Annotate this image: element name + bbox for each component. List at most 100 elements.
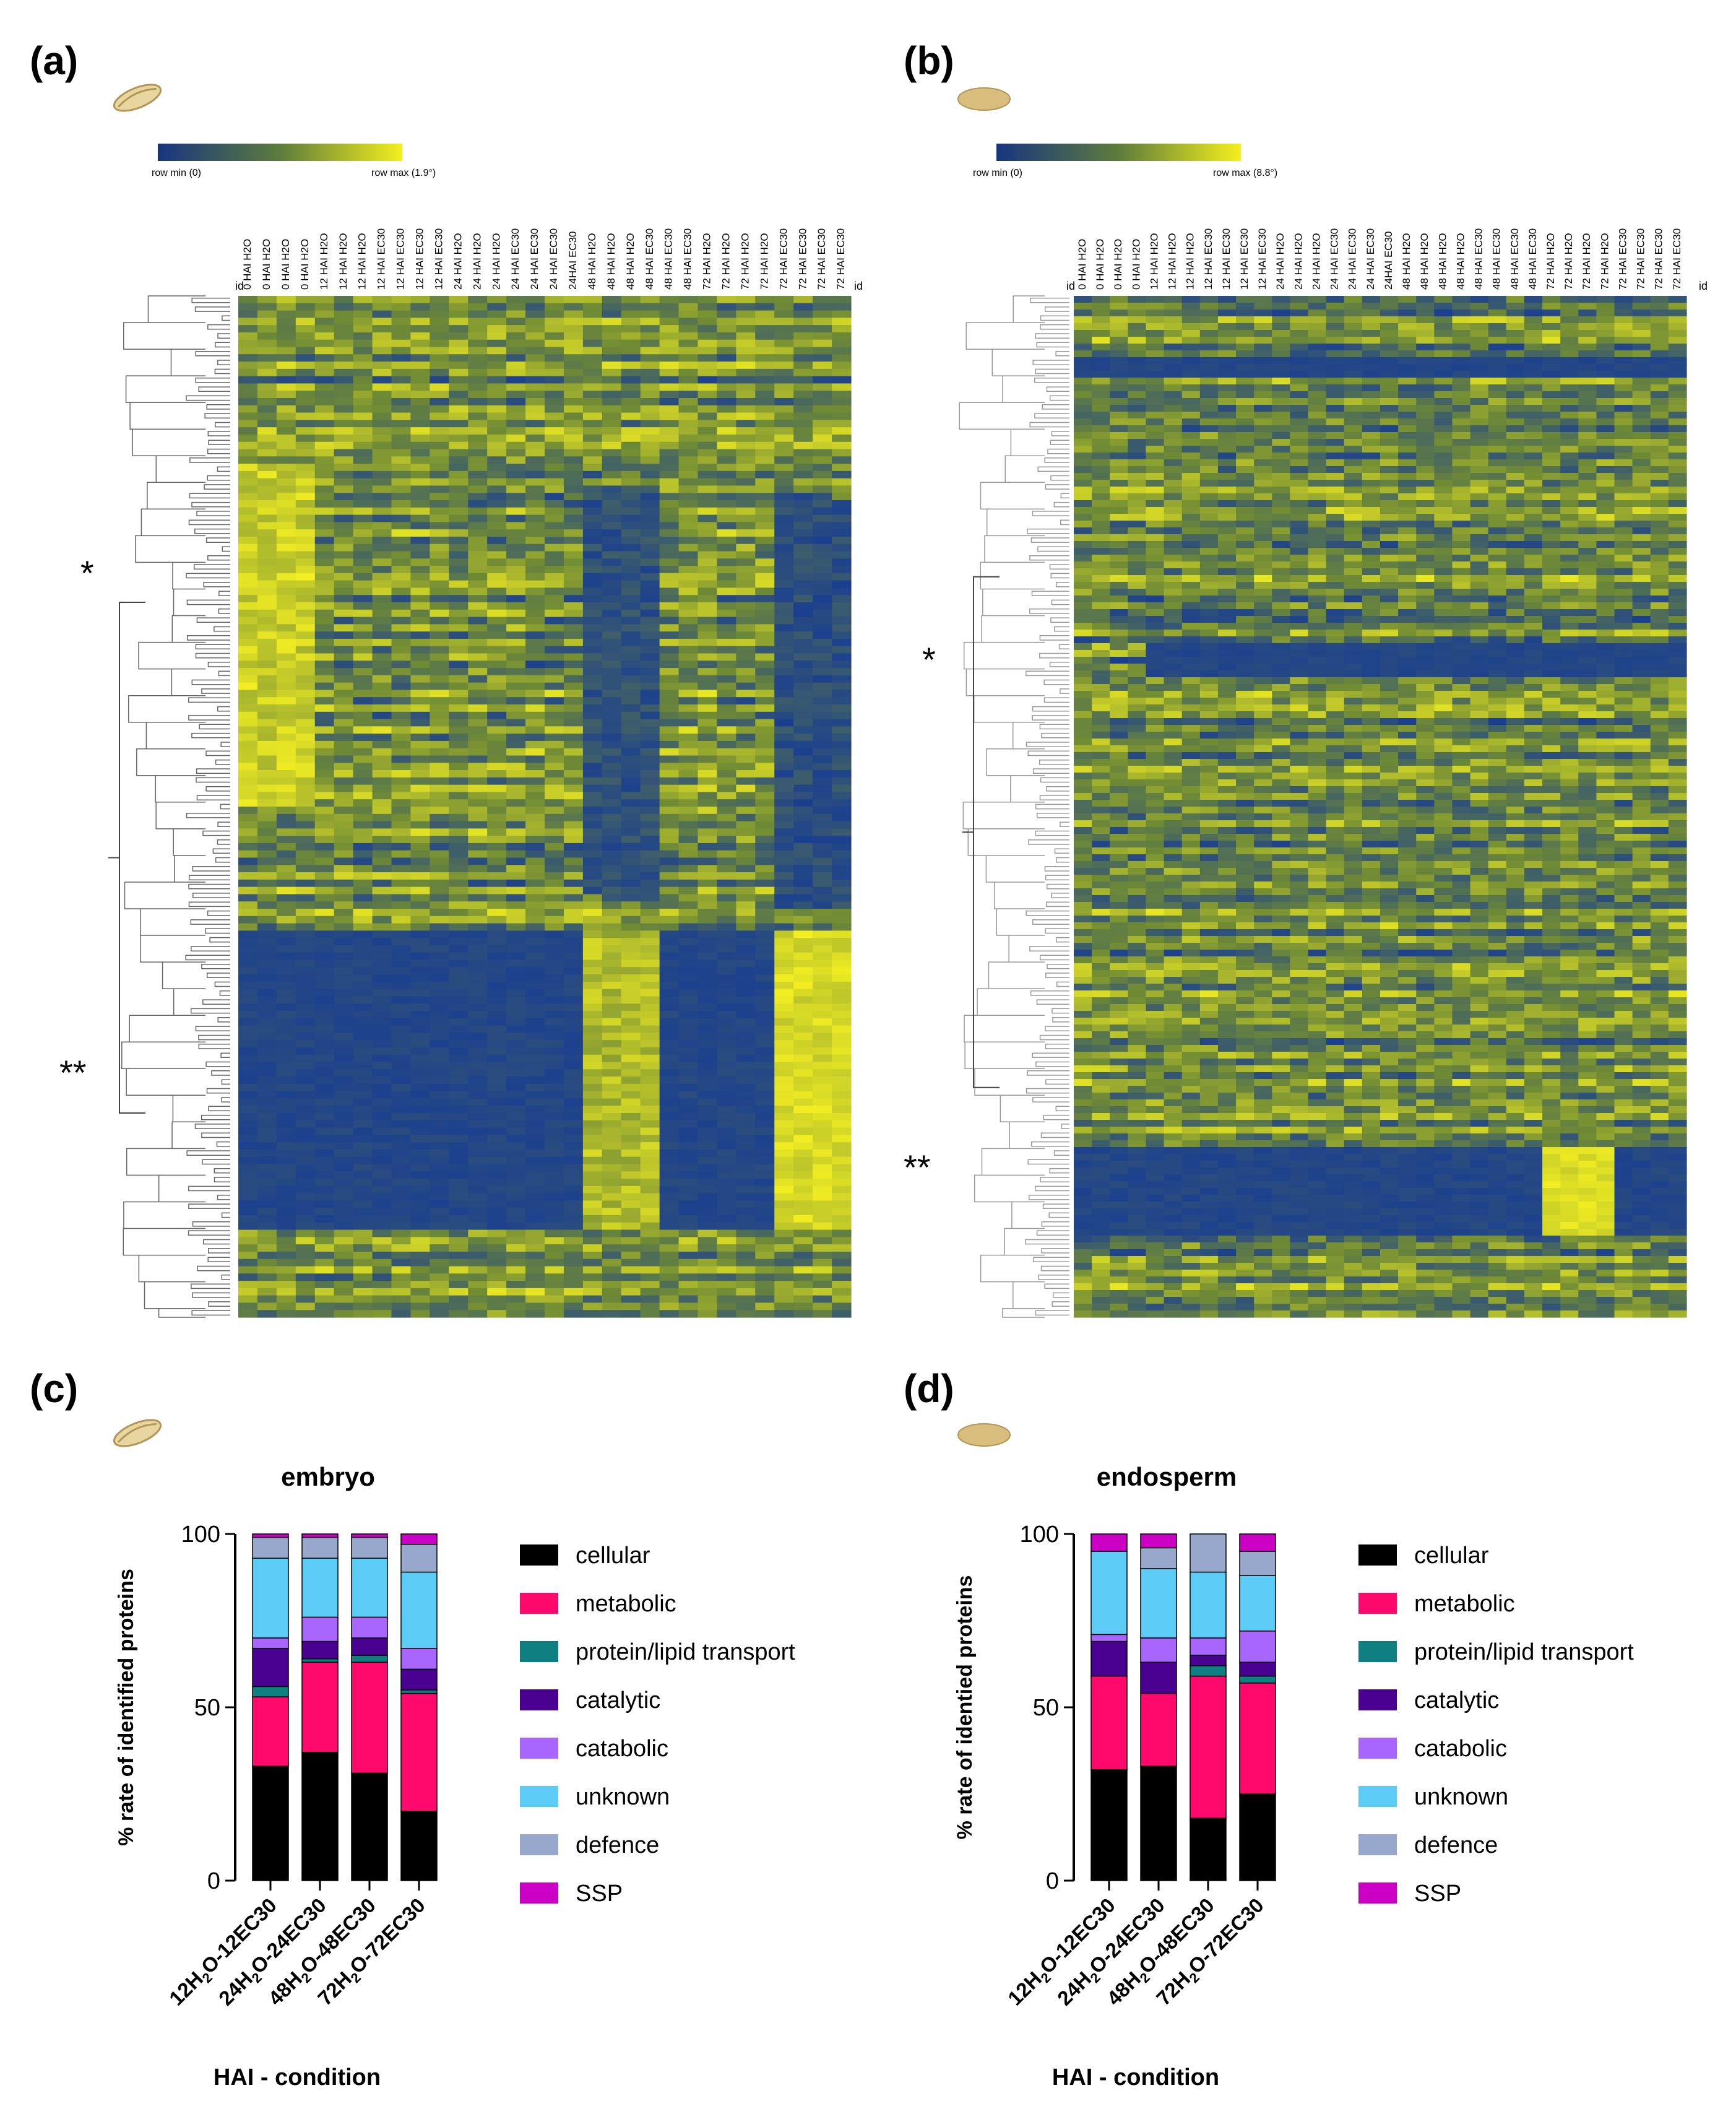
heatmap-cell-a (640, 668, 660, 676)
heatmap-cell-b (1560, 316, 1579, 324)
heatmap-cell-a (545, 872, 564, 880)
heatmap-cell-a (697, 1003, 718, 1012)
heatmap-cell-a (621, 310, 641, 318)
heatmap-cell-a (545, 434, 564, 443)
heatmap-cell-b (1524, 323, 1543, 331)
heatmap-cell-a (813, 595, 832, 603)
heatmap-cell-b (1308, 303, 1327, 310)
heatmap-cell-a (314, 901, 335, 909)
heatmap-cell-a (430, 704, 449, 713)
heatmap-cell-a (678, 347, 699, 355)
heatmap-cell-a (602, 996, 622, 1004)
heatmap-cell-a (449, 1302, 469, 1310)
heatmap-cell-a (391, 1106, 412, 1114)
heatmap-cell-a (391, 456, 412, 464)
heatmap-cell-b (1434, 378, 1453, 385)
heatmap-cell-a (238, 420, 258, 428)
heatmap-cell-a (430, 347, 449, 355)
heatmap-cell-a (430, 974, 449, 982)
heatmap-cell-a (468, 332, 488, 340)
heatmap-cell-a (678, 354, 699, 362)
heatmap-cell-a (525, 960, 545, 968)
heatmap-cell-a (582, 420, 603, 428)
heatmap-cell-b (1470, 391, 1489, 399)
heatmap-cell-a (353, 551, 373, 559)
heatmap-cell-a (582, 1185, 603, 1194)
heatmap-cell-a (563, 646, 584, 654)
heatmap-cell-a (257, 799, 277, 807)
heatmap-cell-a (832, 354, 852, 362)
heatmap-cell-a (334, 1215, 354, 1223)
heatmap-cell-a (621, 1215, 641, 1223)
heatmap-cell-a (238, 945, 258, 953)
heatmap-cell-a (525, 719, 545, 727)
heatmap-cell-a (430, 464, 449, 472)
heatmap-cell-a (487, 1266, 507, 1274)
heatmap-cell-a (430, 1040, 449, 1048)
heatmap-cell-a (353, 1273, 373, 1281)
heatmap-cell-a (678, 1127, 699, 1135)
heatmap-cell-a (487, 449, 507, 457)
heatmap-cell-a (659, 1083, 680, 1092)
heatmap-cell-a (793, 886, 813, 895)
heatmap-cell-a (717, 916, 736, 924)
heatmap-cell-a (813, 930, 832, 938)
heatmap-cell-a (391, 1120, 412, 1128)
heatmap-cell-a (736, 909, 756, 917)
heatmap-cell-a (334, 1200, 354, 1208)
heatmap-cell-a (525, 391, 545, 399)
heatmap-cell-a (736, 1011, 756, 1019)
heatmap-cell-a (793, 909, 813, 917)
heatmap-cell-a (545, 1229, 564, 1237)
heatmap-cell-a (314, 573, 335, 581)
heatmap-cell-a (449, 1229, 469, 1237)
heatmap-cell-a (755, 362, 775, 370)
heatmap-cell-a (813, 1156, 832, 1165)
heatmap-cell-a (257, 734, 277, 742)
heatmap-cell-a (545, 514, 564, 522)
heatmap-cell-a (602, 857, 622, 865)
heatmap-cell-a (582, 368, 603, 377)
heatmap-cell-a (602, 1040, 622, 1048)
heatmap-cell-b (1560, 371, 1579, 378)
heatmap-cell-a (755, 638, 775, 647)
heatmap-cell-b (1416, 364, 1435, 371)
heatmap-cell-a (314, 879, 335, 888)
heatmap-cell-a (621, 456, 641, 464)
heatmap-cell-a (449, 930, 469, 938)
heatmap-cell-a (602, 464, 622, 472)
heatmap-cell-b (1668, 316, 1687, 324)
heatmap-cell-a (449, 1273, 469, 1281)
heatmap-cell-a (276, 609, 296, 618)
heatmap-cell-a (525, 551, 545, 559)
heatmap-cell-a (697, 734, 718, 742)
heatmap-cell-a (276, 807, 296, 815)
heatmap-cell-a (257, 1098, 277, 1106)
heatmap-cell-a (697, 1040, 718, 1048)
heatmap-cell-a (372, 1288, 392, 1296)
heatmap-cell-a (410, 748, 430, 756)
heatmap-cell-a (717, 792, 736, 800)
heatmap-cell-a (353, 1127, 373, 1135)
heatmap-cell-b (1236, 330, 1254, 337)
heatmap-cell-a (487, 1222, 507, 1231)
heatmap-cell-a (506, 456, 526, 464)
heatmap-cell-a (430, 1025, 449, 1033)
heatmap-cell-a (717, 1179, 736, 1187)
heatmap-cell-b (1470, 303, 1489, 310)
heatmap-cell-a (276, 813, 296, 822)
heatmap-cell-a (372, 1098, 392, 1106)
heatmap-cell-b (1092, 303, 1110, 310)
heatmap-cell-a (487, 909, 507, 917)
heatmap-cell-a (736, 646, 756, 654)
heatmap-cell-a (334, 784, 354, 793)
heatmap-cell-a (697, 1208, 718, 1216)
heatmap-cell-b (1164, 350, 1183, 358)
heatmap-cell-a (314, 1135, 335, 1143)
heatmap-cell-a (621, 1127, 641, 1135)
heatmap-cell-a (697, 952, 718, 961)
heatmap-cell-a (813, 1193, 832, 1202)
heatmap-cell-a (832, 1229, 852, 1237)
heatmap-cell-a (640, 391, 660, 399)
heatmap-cell-a (314, 1193, 335, 1202)
